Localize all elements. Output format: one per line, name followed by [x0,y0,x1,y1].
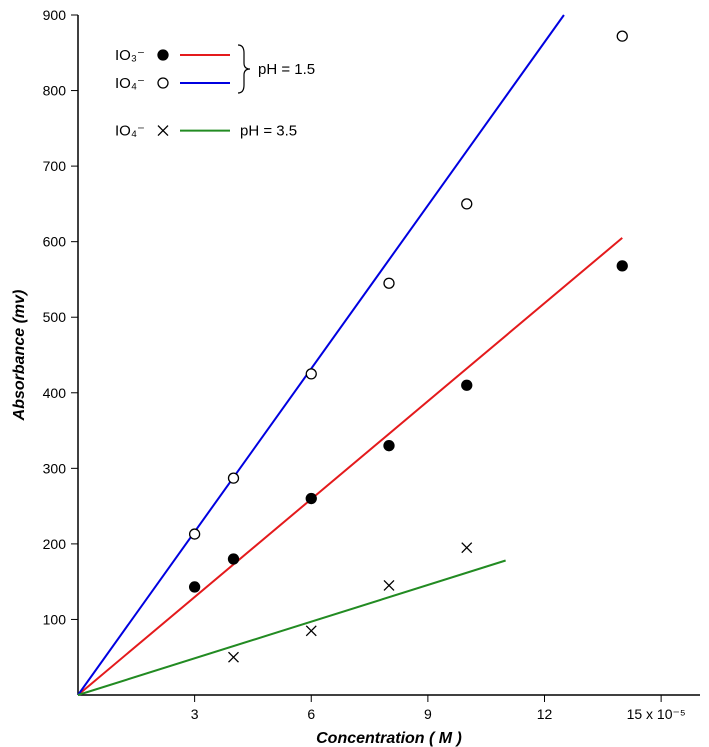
svg-text:400: 400 [43,385,67,401]
svg-text:pH = 1.5: pH = 1.5 [258,61,315,78]
x-axis-label: Concentration ( M ) [316,730,462,747]
svg-text:pH = 3.5: pH = 3.5 [240,123,297,140]
chart-container: 3 6 9 12 15 x 10⁻⁵ Concentration ( M ) 100 200 3… [0,0,709,747]
svg-text:IO₃⁻: IO₃⁻ [115,47,145,64]
svg-text:200: 200 [43,536,67,552]
svg-text:15 x 10⁻⁵: 15 x 10⁻⁵ [627,706,686,722]
svg-text:600: 600 [43,234,67,250]
svg-text:900: 900 [43,7,67,23]
svg-text:3: 3 [191,706,199,722]
scatter-line-chart: 3 6 9 12 15 x 10⁻⁵ Concentration ( M ) 100 200 3… [0,0,709,747]
svg-text:IO₄⁻: IO₄⁻ [115,123,145,140]
svg-text:800: 800 [43,83,67,99]
svg-text:100: 100 [43,611,67,627]
svg-text:6: 6 [307,706,315,722]
svg-text:700: 700 [43,158,67,174]
svg-text:12: 12 [537,706,553,722]
svg-text:300: 300 [43,460,67,476]
svg-text:9: 9 [424,706,432,722]
svg-text:500: 500 [43,309,67,325]
y-axis-label: Absorbance (mv) [11,290,28,422]
svg-text:IO₄⁻: IO₄⁻ [115,75,145,92]
